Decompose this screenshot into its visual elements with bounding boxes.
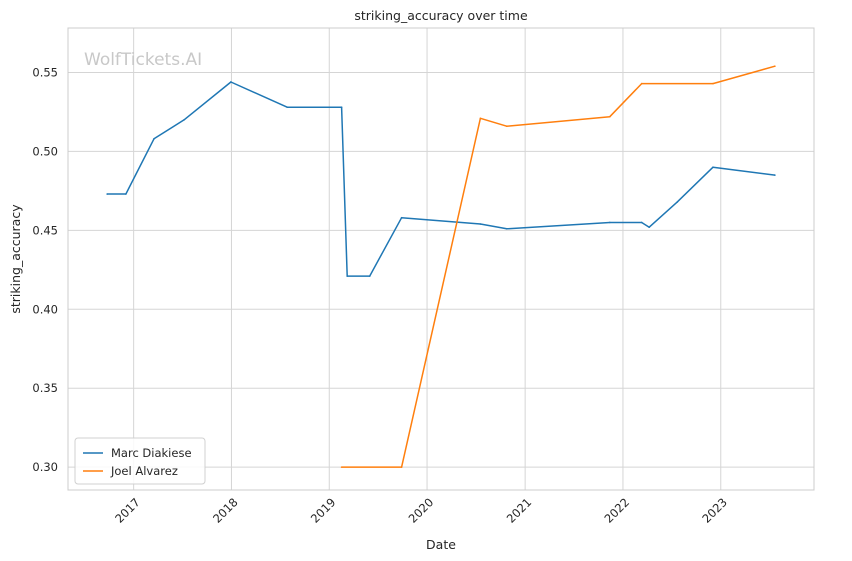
legend-label: Marc Diakiese xyxy=(111,446,192,460)
data-point xyxy=(676,201,679,203)
y-tick-label: 0.45 xyxy=(32,223,58,237)
data-point xyxy=(106,193,108,195)
data-point xyxy=(609,115,611,118)
legend-label: Joel Alvarez xyxy=(110,464,178,478)
data-point xyxy=(346,275,349,277)
y-axis-title: striking_accuracy xyxy=(8,204,23,314)
series-layer xyxy=(106,65,776,468)
series-line xyxy=(107,81,775,277)
data-point xyxy=(774,65,776,67)
y-tick-label: 0.40 xyxy=(32,302,58,316)
data-point xyxy=(340,466,343,468)
series-0 xyxy=(106,81,776,277)
data-point xyxy=(479,117,482,120)
data-point xyxy=(774,174,776,176)
data-point xyxy=(286,106,288,109)
data-point xyxy=(648,226,651,228)
data-point xyxy=(183,119,185,121)
legend-box xyxy=(74,437,206,485)
plot-frame xyxy=(67,27,815,491)
y-tick-label: 0.30 xyxy=(32,460,58,474)
data-point xyxy=(609,221,611,224)
chart-title: striking_accuracy over time xyxy=(354,8,528,23)
series-line xyxy=(341,65,776,468)
data-point xyxy=(479,223,482,225)
data-point xyxy=(505,125,508,127)
data-point xyxy=(640,221,643,224)
data-point xyxy=(400,216,403,219)
series-1 xyxy=(340,65,776,468)
data-point xyxy=(640,82,643,85)
data-point xyxy=(153,138,155,140)
data-point xyxy=(505,227,508,230)
data-point xyxy=(230,81,232,83)
y-tick-label: 0.55 xyxy=(32,66,58,80)
legend: Marc Diakiese Joel Alvarez xyxy=(74,437,206,485)
data-point xyxy=(340,106,343,109)
data-point xyxy=(712,82,714,85)
data-point xyxy=(125,193,127,195)
x-axis-title: Date xyxy=(426,537,456,552)
y-tick-label: 0.50 xyxy=(32,144,58,158)
data-point xyxy=(400,466,403,468)
data-point xyxy=(368,275,371,277)
data-point xyxy=(712,166,714,169)
watermark-text: WolfTickets.AI xyxy=(84,50,202,70)
y-tick-label: 0.35 xyxy=(32,381,58,395)
